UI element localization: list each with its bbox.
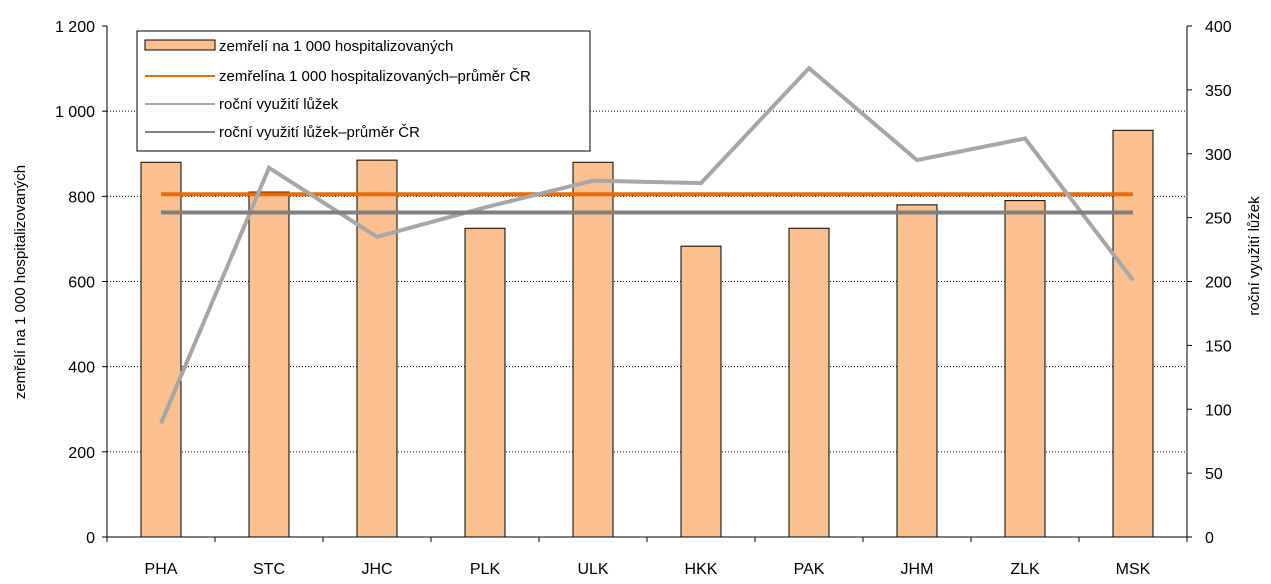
x-tick-label-jhc: JHC	[361, 561, 392, 578]
legend-swatch-bar	[144, 39, 216, 51]
bar-series	[140, 129, 1154, 538]
right-tick-label: 250	[1205, 211, 1232, 228]
bar-pha	[140, 161, 182, 538]
x-tick-label-stc: STC	[253, 561, 285, 578]
left-tick-label: 800	[68, 189, 95, 206]
left-tick-label: 0	[86, 530, 95, 547]
bar-zlk	[1004, 200, 1046, 538]
x-tick-label-hkk: HKK	[685, 561, 718, 578]
left-axis-ticks: 0 200 400 600 800 1 000 1 200	[55, 19, 107, 547]
legend-label-avg-bed-usage: roční využití lůžek–průměr ČR	[219, 124, 420, 141]
legend-label-bed-usage: roční využití lůžek	[219, 96, 339, 113]
left-tick-label: 1 200	[55, 19, 95, 36]
right-tick-label: 300	[1205, 147, 1232, 164]
x-tick-label-msk: MSK	[1116, 561, 1151, 578]
right-tick-label: 350	[1205, 83, 1232, 100]
left-tick-label: 400	[68, 360, 95, 377]
x-tick-label-ulk: ULK	[577, 561, 608, 578]
left-tick-label: 200	[68, 445, 95, 462]
x-tick-label-pha: PHA	[145, 561, 178, 578]
right-axis-title: roční využití lůžek	[1246, 196, 1263, 316]
x-tick-label-pak: PAK	[794, 561, 825, 578]
right-tick-label: 400	[1205, 19, 1232, 36]
x-axis-ticks: PHA STC JHC PLK ULK HKK PAK JHM ZLK MSK	[106, 537, 1188, 578]
left-tick-label: 600	[68, 275, 95, 292]
bar-plk	[464, 227, 506, 538]
legend-label-bar: zemřelí na 1 000 hospitalizovaných	[219, 38, 453, 55]
x-tick-label-zlk: ZLK	[1010, 561, 1040, 578]
bar-pak	[788, 227, 830, 538]
left-tick-label: 1 000	[55, 104, 95, 121]
bar-msk	[1112, 129, 1154, 538]
left-axis-title: zemřelí na 1 000 hospitalizovaných	[12, 165, 29, 399]
bar-jhm	[896, 204, 938, 538]
bar-stc	[248, 191, 290, 538]
right-tick-label: 100	[1205, 402, 1232, 419]
right-tick-label: 200	[1205, 275, 1232, 292]
right-tick-label: 150	[1205, 338, 1232, 355]
line-series	[159, 65, 1135, 425]
right-axis-ticks: 0 50 100 150 200 250 300 350 400	[1187, 19, 1232, 547]
bar-hkk	[680, 245, 722, 538]
legend: zemřelí na 1 000 hospitalizovaných zemře…	[136, 30, 591, 152]
bar-ulk	[572, 161, 614, 538]
right-tick-label: 50	[1205, 466, 1223, 483]
x-tick-label-plk: PLK	[470, 561, 501, 578]
bed-usage-line	[159, 65, 1135, 425]
x-tick-label-jhm: JHM	[901, 561, 934, 578]
right-tick-label: 0	[1205, 530, 1214, 547]
bar-jhc	[356, 159, 398, 538]
legend-label-avg-mortality: zemřelína 1 000 hospitalizovaných–průměr…	[219, 68, 531, 85]
